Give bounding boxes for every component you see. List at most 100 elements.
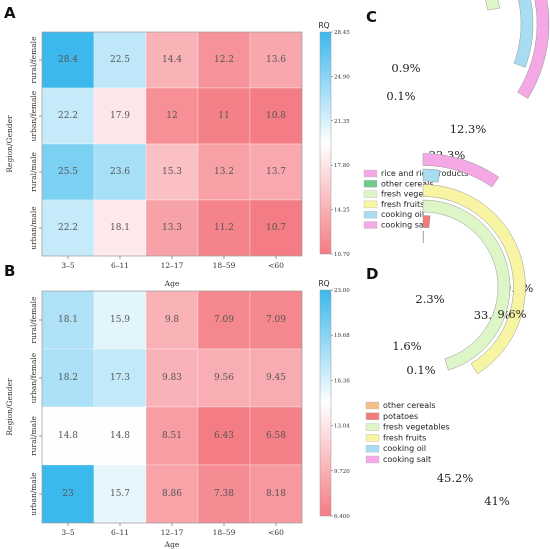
panel-letter: A <box>4 4 16 22</box>
cell-value: 11 <box>218 111 229 121</box>
cell-value: 12 <box>166 111 177 121</box>
colorbar-tick-label: 28.45 <box>334 30 350 36</box>
heatmap-cell <box>145 87 199 145</box>
colorbar-tick-label: 9.720 <box>334 469 350 475</box>
legend-label: cooking oil <box>383 444 426 453</box>
cell-value: 7.09 <box>214 315 234 325</box>
cell-value: 13.2 <box>214 167 234 177</box>
panel-letter: B <box>4 262 15 280</box>
y-tick-label: urban/female <box>29 352 38 403</box>
legend-label: cooking oil <box>381 210 424 219</box>
y-tick-label: rural/female <box>29 36 38 84</box>
heatmap-cell <box>93 31 147 89</box>
colorbar-tick-label: 14.25 <box>334 208 350 214</box>
cell-value: 8.51 <box>162 431 182 441</box>
percent-label: 12.3% <box>450 122 487 136</box>
percent-label: 9.6% <box>497 307 526 321</box>
x-tick-label: <60 <box>268 261 284 270</box>
heatmap-cell <box>41 406 95 466</box>
cell-value: 7.09 <box>266 315 286 325</box>
colorbar-tick-label: 23.00 <box>334 288 350 294</box>
x-tick-label: 18–59 <box>213 528 236 537</box>
x-tick-label: 3–5 <box>61 261 75 270</box>
cell-value: 13.3 <box>162 223 182 233</box>
radial-bar <box>422 168 441 183</box>
heatmap-cell <box>93 143 147 201</box>
legend-label: other cereals <box>381 179 434 188</box>
cell-value: 6.58 <box>266 431 286 441</box>
cell-value: 17.9 <box>110 111 130 121</box>
heatmap-cell <box>93 464 147 524</box>
colorbar-tick-label: 17.80 <box>334 163 350 169</box>
heatmap-cell <box>249 199 303 257</box>
radial-bar <box>513 0 534 68</box>
cell-value: 9.45 <box>266 373 286 383</box>
x-tick-label: 6–11 <box>111 528 129 537</box>
radial-bar <box>422 153 500 188</box>
heatmap-cell <box>249 31 303 89</box>
heatmap-cell <box>41 31 95 89</box>
y-tick-label: urban/male <box>29 206 38 250</box>
heatmap-cell <box>145 199 199 257</box>
x-tick-label: 3–5 <box>61 528 75 537</box>
colorbar-tick-label: 19.68 <box>334 333 350 339</box>
colorbar-tick-label: 6.400 <box>334 514 350 520</box>
colorbar <box>319 289 332 517</box>
cell-value: 18.1 <box>58 315 78 325</box>
cell-value: 14.4 <box>162 55 182 65</box>
cell-value: 13.6 <box>266 55 286 65</box>
cell-value: 10.8 <box>266 111 286 121</box>
radial-bar <box>422 215 431 229</box>
legend-swatch <box>363 210 378 219</box>
legend-label: fresh vegetables <box>383 423 450 432</box>
panel-letter: D <box>366 265 378 283</box>
heatmap-panel-a: A 28.4 22.5 14.4 12.2 13.6 22.2 17.9 12 11 10.8 25.… <box>4 4 350 288</box>
legend-swatch <box>363 169 378 178</box>
cell-value: 14.8 <box>110 431 130 441</box>
x-tick-label: 12–17 <box>161 261 184 270</box>
y-tick-label: rural/male <box>29 416 38 456</box>
legend-label: other cereals <box>383 401 436 410</box>
cell-value: 8.18 <box>266 489 286 499</box>
heatmap-cell <box>197 31 251 89</box>
heatmap-cell <box>197 199 251 257</box>
legend-swatch <box>363 180 378 188</box>
heatmap-cell <box>145 348 199 408</box>
colorbar-title: RQ <box>318 279 329 288</box>
legend-swatch <box>363 190 378 198</box>
cell-value: 15.9 <box>110 315 130 325</box>
percent-label: 1.6% <box>392 339 421 353</box>
percent-label: 41% <box>484 494 510 508</box>
x-tick-label: 18–59 <box>213 261 236 270</box>
y-tick-label: rural/male <box>29 152 38 192</box>
cell-value: 18.1 <box>110 223 130 233</box>
percent-label: 0.1% <box>386 89 415 103</box>
heatmap-cell <box>197 143 251 201</box>
heatmap-cell <box>197 406 251 466</box>
heatmap-cell <box>145 464 199 524</box>
x-tick-label: 12–17 <box>161 528 184 537</box>
cell-value: 8.86 <box>162 489 182 499</box>
cell-value: 23 <box>62 489 74 499</box>
cell-value: 22.5 <box>110 55 130 65</box>
heatmap-cell <box>41 87 95 145</box>
cell-value: 9.56 <box>214 373 234 383</box>
radial-panel-d: D 0.1% 1.6% 45.2% 41% 2.3% 9.6% other cereals po… <box>365 153 527 508</box>
heatmap-cell <box>197 348 251 408</box>
colorbar-tick-label: 13.04 <box>334 424 350 430</box>
y-tick-label: rural/female <box>29 296 38 344</box>
heatmap-cell <box>197 464 251 524</box>
legend-swatch <box>365 401 380 410</box>
legend-swatch <box>365 423 380 431</box>
legend-swatch <box>365 445 380 453</box>
heatmap-cell <box>93 406 147 466</box>
radial-bar <box>422 199 511 371</box>
heatmap-cell <box>249 464 303 524</box>
cell-value: 23.6 <box>110 167 130 177</box>
cell-value: 17.3 <box>110 373 130 383</box>
y-tick-label: urban/female <box>29 90 38 141</box>
cell-value: 28.4 <box>58 55 78 65</box>
legend-swatch <box>365 455 380 464</box>
percent-label: 0.9% <box>391 61 420 75</box>
